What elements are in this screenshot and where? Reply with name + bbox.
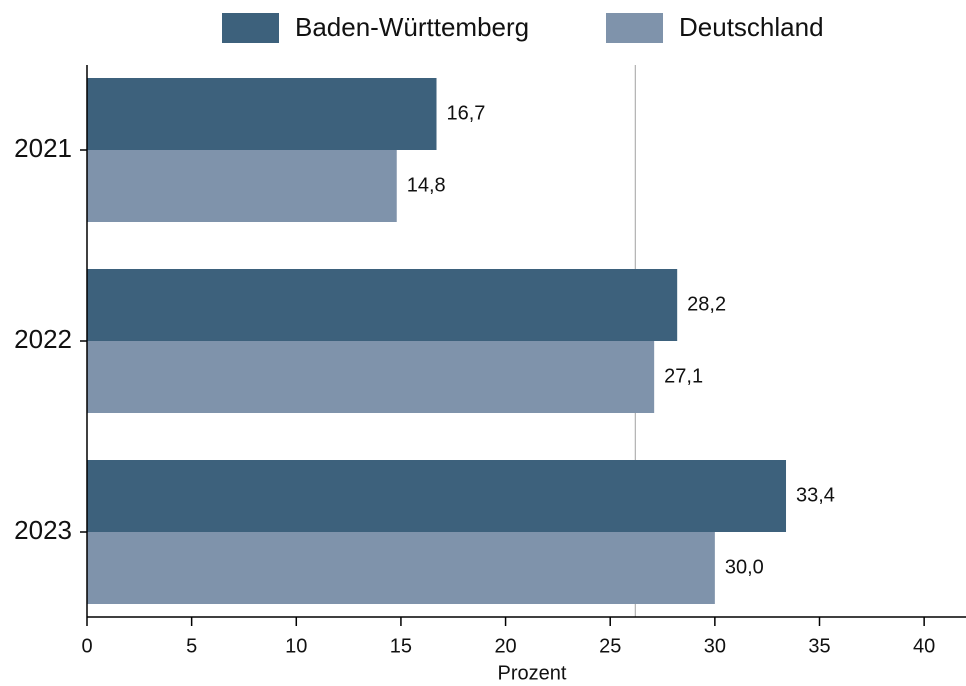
legend-swatch — [606, 13, 663, 43]
legend-swatch — [222, 13, 279, 43]
value-label: 27,1 — [664, 365, 703, 387]
legend-label: Baden-Württemberg — [295, 12, 529, 42]
x-tick-label: 40 — [913, 635, 935, 657]
bar — [87, 78, 437, 150]
x-tick-label: 0 — [81, 635, 92, 657]
x-axis-label: Prozent — [498, 662, 567, 684]
value-label: 30,0 — [725, 556, 764, 578]
x-tick-label: 15 — [390, 635, 412, 657]
bar — [87, 269, 678, 341]
x-tick-label: 25 — [599, 635, 621, 657]
legend-label: Deutschland — [679, 12, 824, 42]
x-tick-label: 35 — [808, 635, 830, 657]
value-label: 28,2 — [687, 293, 726, 315]
x-tick-label: 10 — [285, 635, 307, 657]
x-tick-label: 30 — [704, 635, 726, 657]
y-tick-label: 2021 — [14, 133, 72, 163]
bar — [87, 341, 655, 413]
bar — [87, 460, 787, 532]
value-label: 16,7 — [447, 102, 486, 124]
y-tick-label: 2022 — [14, 324, 72, 354]
value-label: 33,4 — [796, 484, 835, 506]
x-tick-label: 5 — [186, 635, 197, 657]
x-tick-label: 20 — [494, 635, 516, 657]
y-tick-label: 2023 — [14, 515, 72, 545]
bar — [87, 532, 715, 604]
value-label: 14,8 — [407, 174, 446, 196]
bar — [87, 150, 397, 222]
